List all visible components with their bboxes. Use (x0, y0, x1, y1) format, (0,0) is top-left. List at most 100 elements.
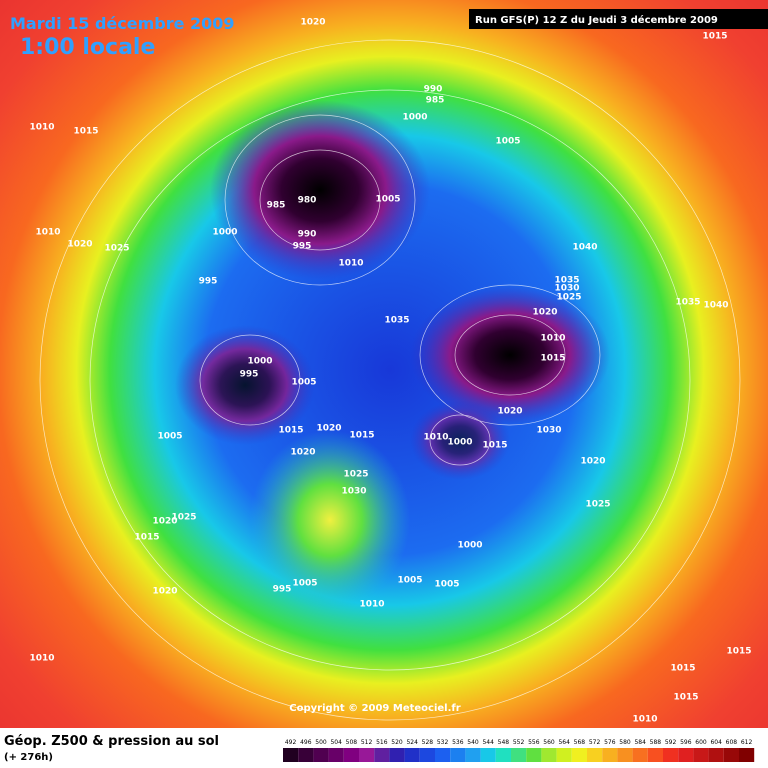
isobar-label: 990 (424, 85, 443, 95)
scale-label: 512 (361, 739, 373, 746)
isobar-label: 1010 (29, 123, 54, 133)
isobar-label: 1015 (134, 533, 159, 543)
scale-label: 492 (285, 739, 297, 746)
scale-label: 504 (330, 739, 342, 746)
forecast-lead: (+ 276h) (4, 752, 53, 763)
isobar-label: 995 (293, 242, 312, 252)
scale-label: 528 (422, 739, 434, 746)
ridge (250, 430, 410, 610)
isobar-label: 1020 (580, 457, 605, 467)
scale-label: 516 (376, 739, 388, 746)
scale-label: 584 (634, 739, 646, 746)
legend-title: Géop. Z500 & pression au sol (4, 734, 219, 749)
scale-swatch (739, 748, 755, 762)
scale-swatch (480, 748, 496, 762)
isobar-label: 1020 (532, 308, 557, 318)
scale-label: 608 (726, 739, 738, 746)
scale-label: 564 (558, 739, 570, 746)
scale-label: 576 (604, 739, 616, 746)
isobar-label: 1010 (632, 715, 657, 725)
scale-label: 520 (391, 739, 403, 746)
scale-swatch (374, 748, 390, 762)
isobar-label: 1015 (670, 664, 695, 674)
low-center (410, 285, 610, 425)
isobar-label: 1020 (300, 18, 325, 28)
isobar-label: 1000 (212, 228, 237, 238)
isobar-label: 1030 (341, 487, 366, 497)
isobar-label: 1015 (702, 32, 727, 42)
isobar-label: 1015 (726, 647, 751, 657)
isobar-label: 1010 (540, 334, 565, 344)
low-center (210, 100, 430, 280)
isobar-label: 1020 (290, 448, 315, 458)
isobar-label: 995 (273, 585, 292, 595)
scale-label: 604 (710, 739, 722, 746)
scale-swatch (313, 748, 329, 762)
isobars (39, 39, 741, 721)
isobar-label: 1015 (73, 127, 98, 137)
scale-swatch (526, 748, 542, 762)
isobar-label: 1000 (402, 113, 427, 123)
isobar-label: 1015 (482, 441, 507, 451)
scale-swatch (450, 748, 466, 762)
isobar-label: 1025 (556, 293, 581, 303)
scale-swatch (602, 748, 618, 762)
valid-time: 1:00 locale (20, 35, 155, 60)
scale-label: 600 (695, 739, 707, 746)
scale-label: 556 (528, 739, 540, 746)
isobar-label: 1005 (434, 580, 459, 590)
scale-label: 560 (543, 739, 555, 746)
valid-date: Mardi 15 décembre 2009 (10, 14, 235, 33)
isobar-label: 1000 (247, 357, 272, 367)
scale-swatch (298, 748, 314, 762)
scale-swatch (283, 748, 299, 762)
isobar-label: 1025 (171, 513, 196, 523)
isobar-label: 1005 (375, 195, 400, 205)
isobar-label: 1010 (35, 228, 60, 238)
isobar-label: 1020 (152, 517, 177, 527)
scale-label: 548 (498, 739, 510, 746)
isobar-label: 980 (298, 196, 317, 206)
isobar-label: 1005 (157, 432, 182, 442)
scale-swatch (465, 748, 481, 762)
scale-swatch (404, 748, 420, 762)
scale-swatch (632, 748, 648, 762)
isobar-label: 1010 (359, 600, 384, 610)
isobar-label: 1005 (397, 576, 422, 586)
isobar-label: 995 (199, 277, 218, 287)
scale-swatch (389, 748, 405, 762)
low-center (175, 325, 315, 445)
isobar-label: 1000 (457, 541, 482, 551)
isobar-label: 1015 (349, 431, 374, 441)
scale-label: 552 (513, 739, 525, 746)
copyright: Copyright © 2009 Meteociel.fr (289, 703, 460, 714)
isobar-label: 990 (298, 230, 317, 240)
scale-label: 532 (437, 739, 449, 746)
isobar-label: 1005 (495, 137, 520, 147)
scale-label: 508 (346, 739, 358, 746)
isobar-label: 1010 (423, 433, 448, 443)
isobar-label: 1020 (152, 587, 177, 597)
scale-label: 568 (574, 739, 586, 746)
isobar-label: 1015 (673, 693, 698, 703)
isobar-label: 1040 (703, 301, 728, 311)
scale-label: 580 (619, 739, 631, 746)
scale-swatch (693, 748, 709, 762)
isobar-label: 985 (426, 96, 445, 106)
isobar-label: 1025 (104, 244, 129, 254)
scale-label: 592 (665, 739, 677, 746)
isobar-label: 1020 (497, 407, 522, 417)
isobar-label: 1030 (536, 426, 561, 436)
isobar-label: 1025 (585, 500, 610, 510)
isobar-label: 1000 (447, 438, 472, 448)
run-banner (469, 9, 768, 29)
scale-label: 536 (452, 739, 464, 746)
isobar-label: 1010 (338, 259, 363, 269)
isobar-label: 1005 (291, 378, 316, 388)
scale-label: 544 (482, 739, 494, 746)
scale-swatch (678, 748, 694, 762)
scale-label: 500 (315, 739, 327, 746)
z500-field (0, 0, 768, 728)
isobar-label: 1035 (675, 298, 700, 308)
scale-swatch (419, 748, 435, 762)
